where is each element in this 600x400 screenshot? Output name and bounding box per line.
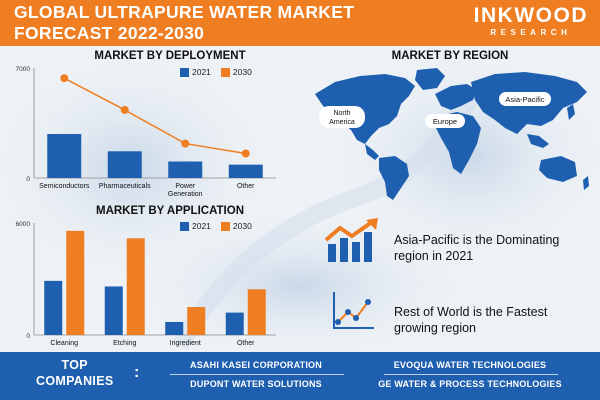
category-label: Power xyxy=(175,183,196,190)
brand-name: INKWOOD xyxy=(473,4,588,27)
company-evoqua: EVOQUA WATER TECHNOLOGIES xyxy=(393,360,547,370)
region-label-europe: Europe xyxy=(433,117,457,126)
brand-logo: INKWOOD RESEARCH xyxy=(474,4,588,38)
legend-label-2030: 2030 xyxy=(232,67,252,77)
bar-2021-semiconductors xyxy=(47,134,82,178)
legend-label-2021: 2021 xyxy=(192,221,211,231)
company-ge-water: GE WATER & PROCESS TECHNOLOGIES xyxy=(378,379,562,389)
svg-text:America: America xyxy=(329,119,355,126)
rising-bar-chart-icon xyxy=(324,218,378,262)
y-tick-label: 0 xyxy=(26,333,30,340)
application-chart: 0 6000 Cleaning Etching Ingredient Other xyxy=(16,221,276,347)
insight-2-line-2: growing region xyxy=(394,321,476,335)
region-map-title: MARKET BY REGION xyxy=(391,50,509,62)
category-label: Cleaning xyxy=(50,340,78,347)
map-central-america xyxy=(365,144,379,160)
legend-swatch-2030 xyxy=(220,221,230,231)
category-label: Ingredient xyxy=(170,340,201,347)
point-2030-power-generation xyxy=(181,139,190,148)
insight-2-line-1: Rest of World is the Fastest xyxy=(394,305,548,319)
point-2030-pharmaceuticals xyxy=(120,105,129,114)
region-label-north-america: North xyxy=(333,110,350,117)
top-companies-label: TOP COMPANIES xyxy=(36,357,113,389)
footer-divider-right xyxy=(384,374,558,375)
insight-fastest-growing: Rest of World is the Fastest growing reg… xyxy=(394,304,547,336)
header-banner xyxy=(0,0,600,46)
callout-north-america: North America xyxy=(319,106,365,128)
category-label: Other xyxy=(237,340,255,347)
bar-2021-etching xyxy=(104,286,123,335)
deployment-legend: 2021 2030 xyxy=(180,67,252,77)
growth-line-chart-icon xyxy=(333,292,374,329)
bar-2030-cleaning xyxy=(66,230,85,335)
legend-swatch-2021 xyxy=(180,67,189,77)
map-south-america xyxy=(379,156,409,200)
callout-asia-pacific: Asia-Pacific xyxy=(499,92,551,106)
insight-1-line-1: Asia-Pacific is the Dominating xyxy=(394,233,560,247)
category-label: Generation xyxy=(168,191,203,198)
deployment-chart: 0 7000 Semiconductors Pharmaceuticals PowerG… xyxy=(16,66,276,198)
footer-divider-left xyxy=(170,374,344,375)
map-europe xyxy=(435,84,477,110)
callout-europe: Europe xyxy=(425,114,465,128)
y-tick-label: 6000 xyxy=(16,221,31,228)
world-map: North America Europe Asia-Pacific xyxy=(315,68,589,200)
category-label: Semiconductors xyxy=(39,183,90,190)
bar-2030-other xyxy=(247,289,266,335)
bar-2030-etching xyxy=(126,238,145,335)
company-dupont: DUPONT WATER SOLUTIONS xyxy=(190,379,322,389)
bar-2030-ingredient xyxy=(187,307,206,335)
top-companies-line-1: TOP xyxy=(61,358,88,372)
footer-colon: : xyxy=(134,364,140,381)
map-japan xyxy=(567,104,575,120)
region-label-asia-pacific: Asia-Pacific xyxy=(505,95,544,104)
line-series-2030 xyxy=(63,77,246,155)
point-2030-semiconductors xyxy=(60,74,69,83)
category-label: Pharmaceuticals xyxy=(99,183,151,190)
bar-2021-other xyxy=(225,312,244,335)
company-asahi-kasei: ASAHI KASEI CORPORATION xyxy=(190,360,322,370)
brand-subtitle: RESEARCH xyxy=(490,28,572,37)
page-title: GLOBAL ULTRAPURE WATER MARKET FORECAST 2… xyxy=(14,2,354,44)
map-southeast-asia xyxy=(527,134,549,148)
application-chart-title: MARKET BY APPLICATION xyxy=(95,205,244,217)
map-greenland xyxy=(415,68,445,90)
category-label: Other xyxy=(237,183,255,190)
bar-2021-cleaning xyxy=(44,280,63,335)
y-tick-label: 7000 xyxy=(16,66,31,73)
map-north-america xyxy=(315,74,415,144)
point-2030-other xyxy=(241,149,250,158)
bar-2021-pharmaceuticals xyxy=(107,151,142,178)
title-line-2: FORECAST 2022-2030 xyxy=(14,23,205,43)
map-australia xyxy=(539,156,577,182)
legend-label-2030: 2030 xyxy=(232,221,252,231)
insight-dominating-region: Asia-Pacific is the Dominating region in… xyxy=(394,232,559,264)
deployment-chart-title: MARKET BY DEPLOYMENT xyxy=(94,50,246,62)
legend-label-2021: 2021 xyxy=(192,67,211,77)
title-line-1: GLOBAL ULTRAPURE WATER MARKET xyxy=(14,2,355,22)
y-tick-label: 0 xyxy=(26,176,30,183)
category-label: Etching xyxy=(113,340,136,347)
map-new-zealand xyxy=(583,176,589,190)
bar-2021-ingredient xyxy=(165,321,184,335)
application-legend: 2021 2030 xyxy=(180,221,252,231)
footer-banner xyxy=(0,352,600,400)
bar-2021-power-generation xyxy=(168,161,203,178)
top-companies-line-2: COMPANIES xyxy=(36,374,114,388)
bar-2021-other xyxy=(228,164,263,178)
legend-swatch-2021 xyxy=(180,221,189,231)
legend-swatch-2030 xyxy=(220,67,230,77)
insight-1-line-2: region in 2021 xyxy=(394,249,474,263)
